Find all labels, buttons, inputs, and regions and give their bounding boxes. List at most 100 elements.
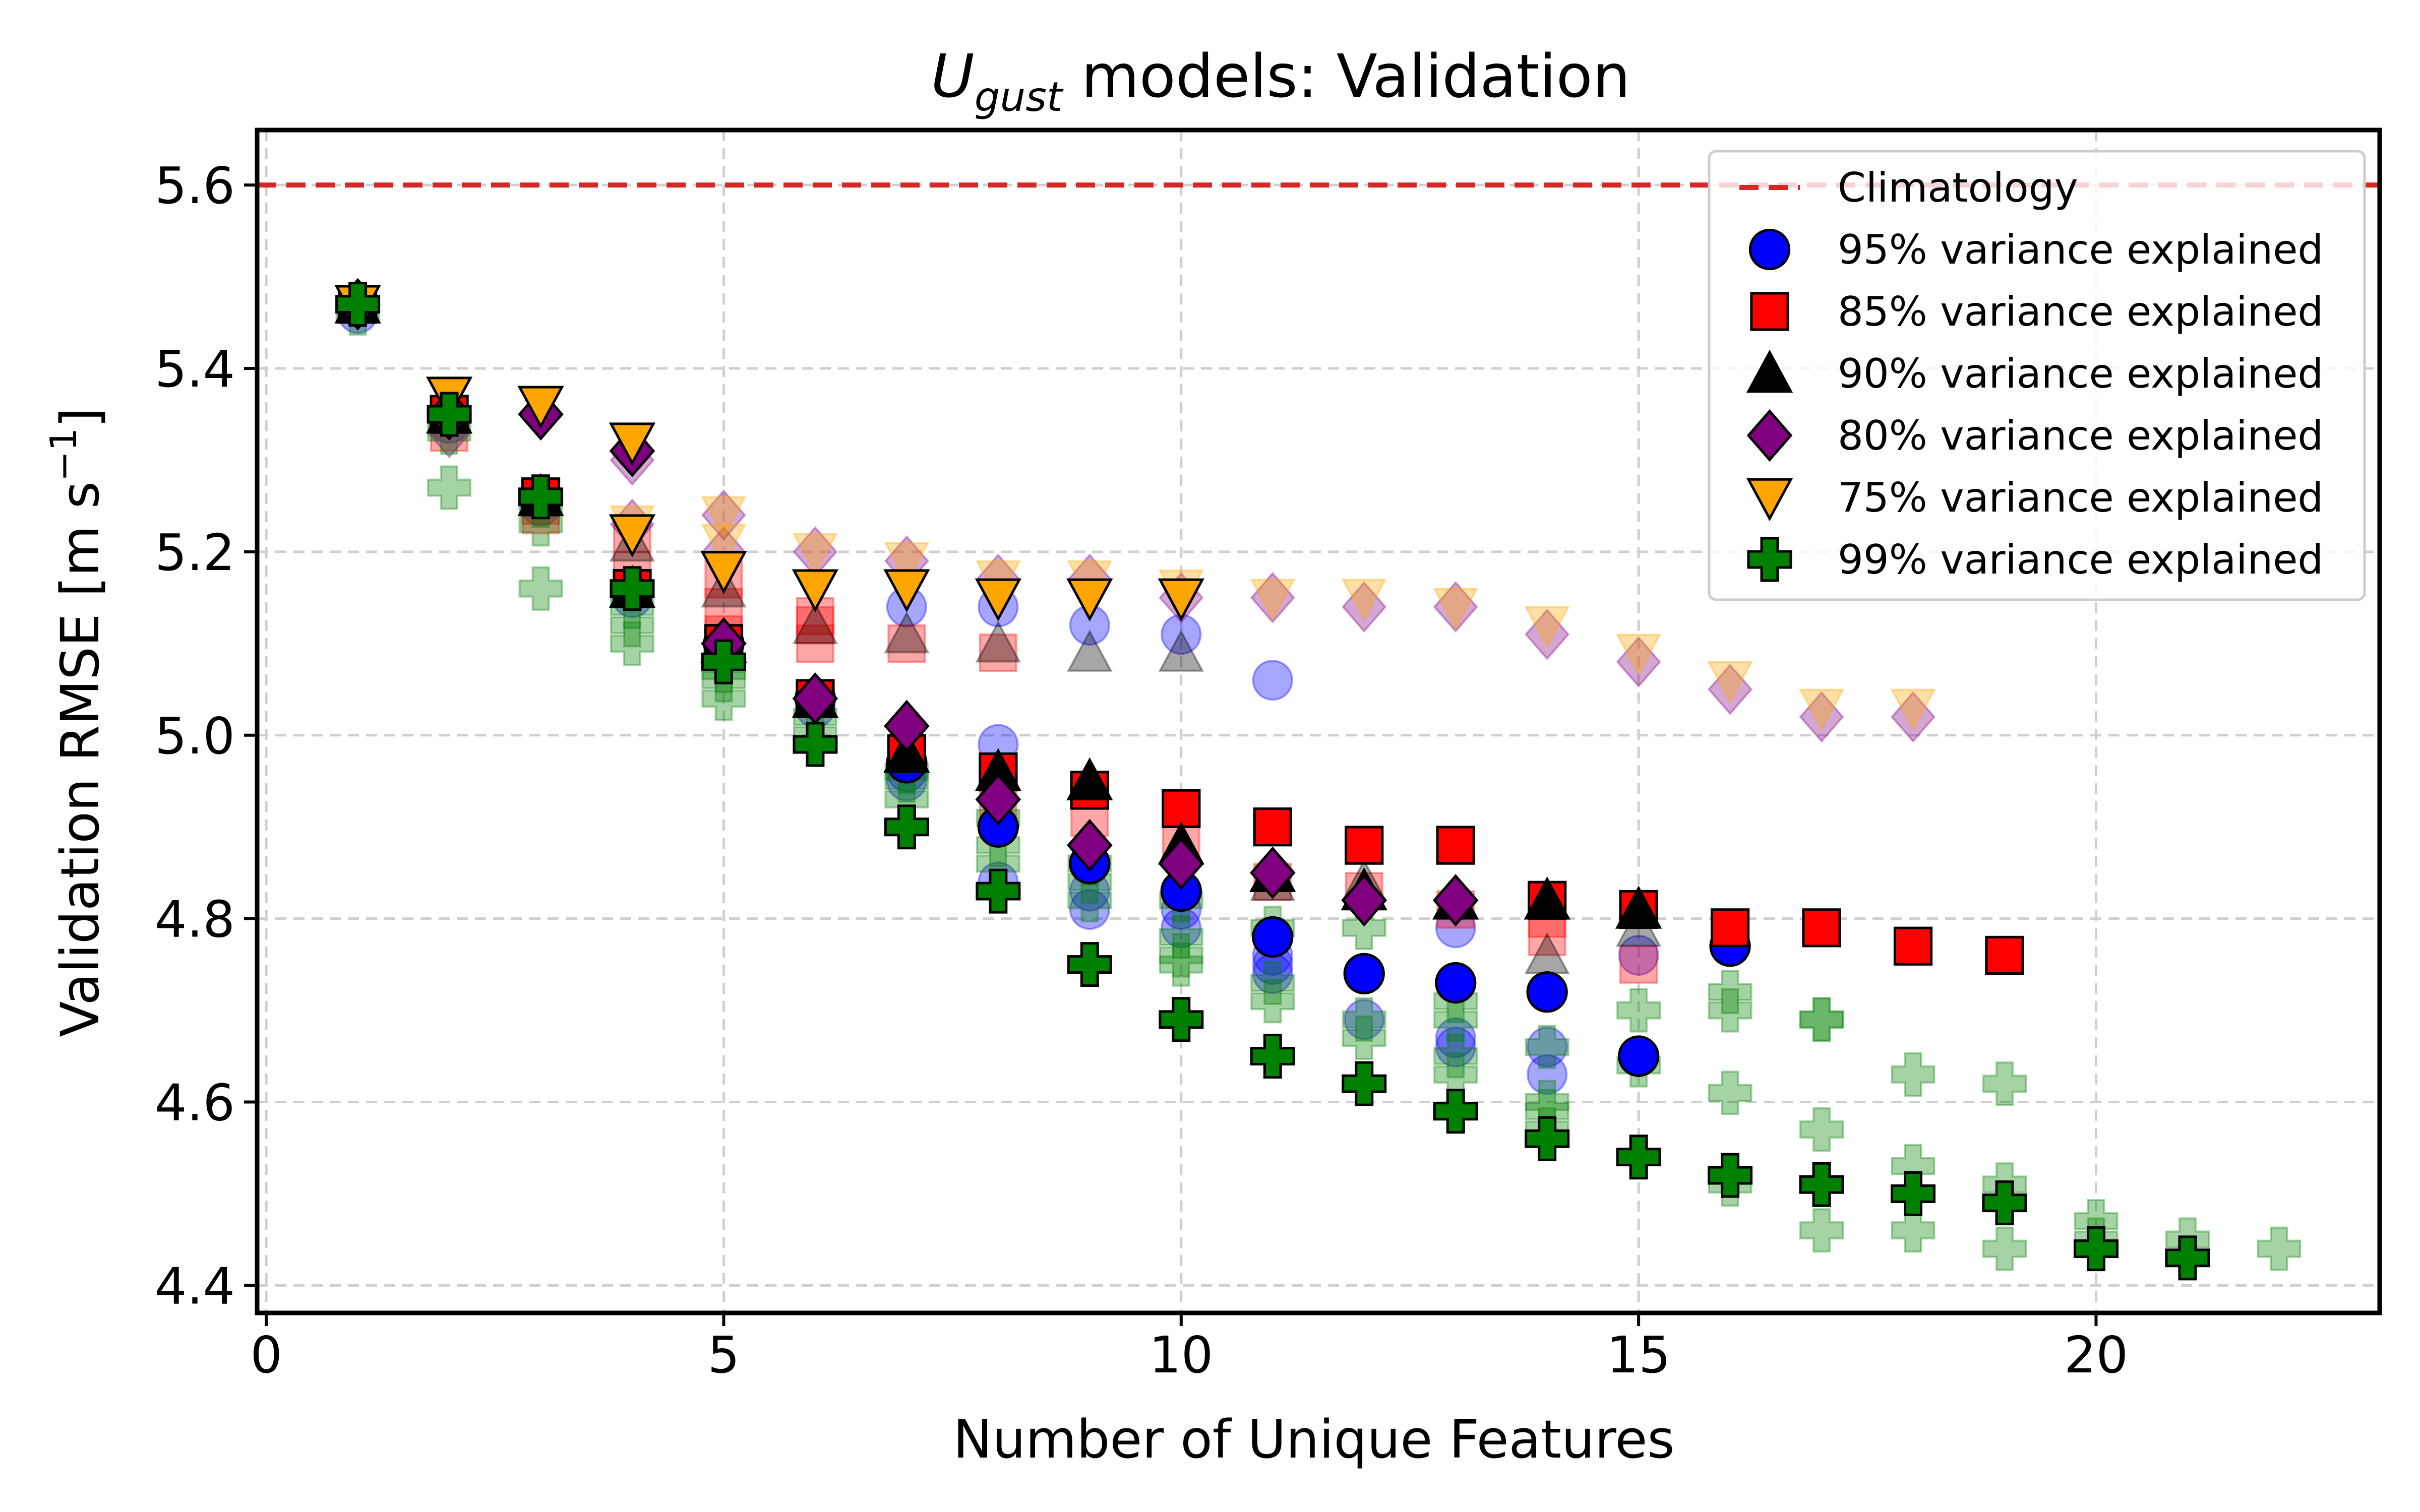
- legend-climatology-label: Climatology: [1838, 164, 2078, 211]
- point-80-faded: [701, 489, 747, 541]
- point-90-best: [1615, 886, 1662, 929]
- point-99-best: [1342, 1061, 1387, 1106]
- point-99-faded: [1799, 997, 1844, 1042]
- point-75-faded: [884, 542, 930, 585]
- point-85-best: [1253, 807, 1292, 847]
- point-99-best: [335, 282, 381, 327]
- x-tick-label: 20: [2064, 1326, 2128, 1384]
- point-75-faded: [701, 524, 747, 566]
- point-99-faded: [518, 566, 563, 611]
- y-tick-label: 4.8: [155, 890, 235, 949]
- point-85-best: [1436, 826, 1475, 865]
- point-99-faded: [1708, 1070, 1752, 1115]
- legend-box: [1708, 150, 2366, 601]
- point-99-best: [1891, 1171, 1936, 1216]
- point-80-best: [1249, 846, 1296, 899]
- point-99-faded: [1159, 915, 1203, 960]
- point-99-faded: [1616, 988, 1661, 1033]
- point-85-best: [1802, 908, 1841, 948]
- point-99-faded: [1159, 933, 1203, 978]
- point-75-faded: [1341, 579, 1387, 621]
- point-90-faded: [975, 620, 1021, 663]
- legend-90-label: 90% variance explained: [1838, 350, 2323, 397]
- point-99-faded: [1342, 997, 1386, 1042]
- chart-title: Ugust models: Validation: [931, 41, 1630, 120]
- point-99-best: [701, 639, 746, 684]
- point-99-faded: [1067, 878, 1112, 923]
- point-99-faded: [1250, 961, 1295, 1005]
- point-95-best: [1343, 953, 1385, 994]
- legend-99-label: 99% variance explained: [1838, 536, 2323, 583]
- point-75-faded: [1798, 688, 1845, 731]
- point-95-faded: [1252, 659, 1293, 701]
- point-75-best: [700, 551, 747, 594]
- legend-90-symbol: [1746, 349, 1793, 393]
- point-85-best: [1162, 789, 1201, 828]
- point-99-faded: [701, 676, 746, 721]
- point-90-faded: [884, 611, 930, 654]
- point-99-faded: [1342, 1016, 1386, 1060]
- point-99-faded: [1891, 1208, 1935, 1253]
- point-75-faded: [1707, 661, 1753, 704]
- point-99-best: [1159, 997, 1204, 1042]
- x-tick-label: 10: [1149, 1326, 1213, 1384]
- y-label-end: ]: [49, 407, 111, 428]
- point-95-best: [1435, 962, 1477, 1004]
- point-80-best: [884, 700, 930, 752]
- point-99-best: [884, 804, 929, 850]
- y-tick-label: 5.6: [155, 156, 235, 215]
- point-75-best: [1158, 578, 1204, 622]
- point-95-faded: [1527, 1054, 1568, 1095]
- point-80-faded: [1890, 691, 1936, 743]
- point-99-faded: [1708, 988, 1752, 1033]
- point-99-faded: [1891, 1052, 1935, 1097]
- point-85-faded: [979, 633, 1017, 672]
- point-99-faded: [610, 621, 655, 666]
- point-80-best: [1067, 819, 1113, 872]
- point-95-best: [1252, 916, 1294, 958]
- x-tick-label: 0: [250, 1326, 282, 1384]
- point-95-faded: [1435, 1026, 1476, 1068]
- y-tick-label: 4.6: [155, 1074, 235, 1132]
- point-75-best: [517, 386, 564, 429]
- point-99-best: [1250, 1034, 1295, 1079]
- axes-frame: [255, 128, 2382, 1315]
- point-75-faded: [1615, 634, 1662, 676]
- point-99-best: [2073, 1226, 2119, 1272]
- legend-85-symbol: [1750, 292, 1789, 331]
- legend-80-symbol: [1746, 409, 1793, 462]
- y-axis-label: Validation RMSE [m s−1]: [42, 407, 111, 1037]
- point-85-best: [1345, 826, 1384, 865]
- point-75-best: [1066, 578, 1113, 622]
- legend-75-label: 75% variance explained: [1838, 474, 2323, 521]
- point-80-faded: [1707, 663, 1753, 716]
- point-95-faded: [1069, 889, 1110, 930]
- best-points-layer: [334, 278, 2210, 1281]
- point-85-best: [1985, 935, 2024, 975]
- point-99-best: [610, 566, 655, 611]
- point-75-best: [792, 569, 839, 612]
- point-75-best: [609, 514, 656, 557]
- point-95-faded: [1344, 999, 1385, 1040]
- point-95-faded: [1435, 1017, 1476, 1058]
- point-99-best: [1616, 1135, 1661, 1180]
- point-85-best: [1893, 926, 1933, 966]
- point-99-faded: [1708, 970, 1752, 1015]
- legend-85-label: 85% variance explained: [1838, 288, 2323, 335]
- point-99-faded: [1982, 1061, 2027, 1106]
- point-99-best: [518, 474, 564, 520]
- y-label-main: Validation RMSE [m s: [49, 481, 111, 1037]
- point-99-best: [1067, 942, 1112, 987]
- point-80-faded: [1616, 636, 1661, 688]
- point-99-faded: [1799, 1107, 1844, 1152]
- point-75-faded: [701, 496, 747, 539]
- point-80-faded: [1342, 581, 1387, 633]
- point-99-faded: [427, 465, 472, 510]
- point-99-faded: [1342, 905, 1386, 950]
- point-85-faded: [1619, 945, 1658, 984]
- point-90-faded: [1066, 629, 1113, 672]
- point-90-best: [1066, 757, 1113, 800]
- legend-99-symbol: [1747, 537, 1792, 582]
- point-99-faded: [610, 603, 655, 648]
- legend-80-label: 80% variance explained: [1838, 412, 2323, 459]
